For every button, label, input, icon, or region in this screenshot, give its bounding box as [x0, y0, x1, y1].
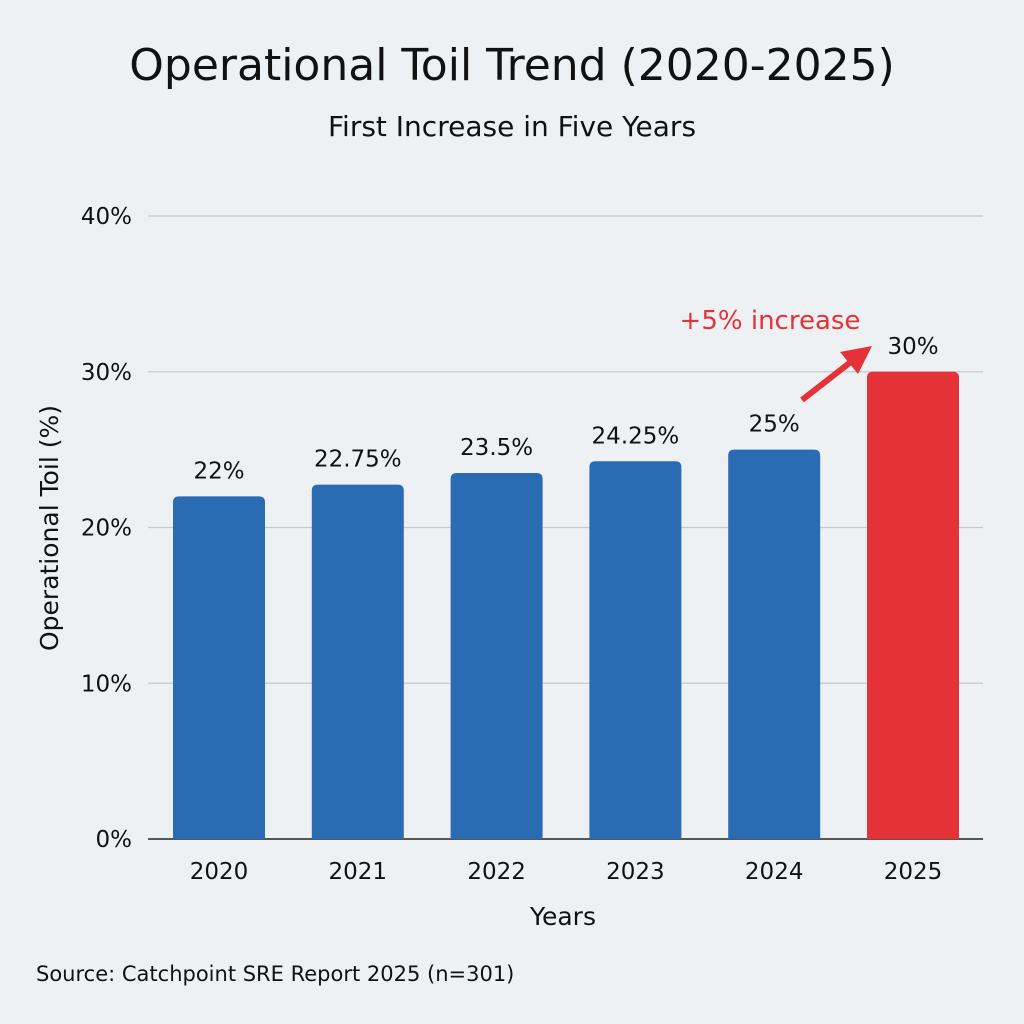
chart-title: Operational Toil Trend (2020-2025)	[129, 40, 895, 91]
chart-subtitle: First Increase in Five Years	[327, 110, 697, 143]
bar-2020	[173, 496, 265, 839]
bar-2021	[311, 484, 404, 839]
x-tick-label: 2025	[884, 859, 943, 885]
x-tick-label: 2021	[329, 859, 388, 885]
annotation-arrow-shaft	[800, 358, 854, 403]
data-label: 22.75%	[314, 447, 402, 473]
y-axis-title: Operational Toil (%)	[35, 405, 64, 651]
data-label: 24.25%	[592, 423, 680, 449]
bar-2024	[728, 449, 821, 839]
bar-2022	[450, 472, 543, 839]
data-label: 22%	[193, 458, 244, 484]
bar-2023	[589, 461, 682, 839]
annotation-text: +5% increase	[680, 306, 861, 336]
x-tick-label: 2024	[745, 859, 804, 885]
data-label: 25%	[749, 412, 800, 438]
bar-2025	[867, 371, 959, 839]
data-label: 30%	[887, 334, 938, 360]
source-note: Source: Catchpoint SRE Report 2025 (n=30…	[36, 962, 515, 986]
y-tick-label: 40%	[81, 204, 132, 230]
y-tick-label: 10%	[81, 671, 132, 697]
y-tick-label: 20%	[81, 516, 132, 542]
x-tick-label: 2023	[606, 859, 665, 885]
annotation-arrow-head-icon	[840, 346, 872, 374]
x-axis-title: Years	[529, 902, 596, 931]
y-tick-label: 0%	[96, 827, 133, 853]
x-tick-label: 2020	[190, 859, 249, 885]
x-tick-label: 2022	[467, 859, 526, 885]
y-tick-label: 30%	[81, 360, 132, 386]
data-label: 23.5%	[460, 435, 533, 461]
